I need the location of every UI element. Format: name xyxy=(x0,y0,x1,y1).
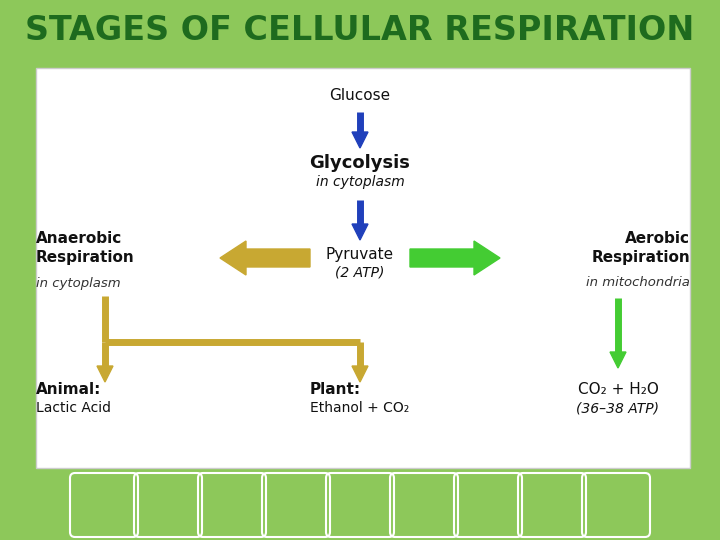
Text: in cytoplasm: in cytoplasm xyxy=(36,276,121,289)
Text: (2 ATP): (2 ATP) xyxy=(336,265,384,279)
Polygon shape xyxy=(97,366,113,382)
Text: in mitochondria: in mitochondria xyxy=(586,276,690,289)
Polygon shape xyxy=(352,224,368,240)
Polygon shape xyxy=(610,352,626,368)
Text: STAGES OF CELLULAR RESPIRATION: STAGES OF CELLULAR RESPIRATION xyxy=(25,14,695,46)
Text: Aerobic
Respiration: Aerobic Respiration xyxy=(591,231,690,265)
Text: Pyruvate: Pyruvate xyxy=(326,246,394,261)
Polygon shape xyxy=(352,366,368,382)
Polygon shape xyxy=(220,241,310,275)
Text: Plant:: Plant: xyxy=(310,382,361,397)
FancyBboxPatch shape xyxy=(36,68,690,468)
Text: Anaerobic
Respiration: Anaerobic Respiration xyxy=(36,231,135,265)
Text: Lactic Acid: Lactic Acid xyxy=(36,401,111,415)
Text: Glucose: Glucose xyxy=(330,89,390,104)
Text: in cytoplasm: in cytoplasm xyxy=(315,175,405,189)
Text: Animal:: Animal: xyxy=(36,382,102,397)
Text: (36–38 ATP): (36–38 ATP) xyxy=(577,401,660,415)
Text: Ethanol + CO₂: Ethanol + CO₂ xyxy=(310,401,409,415)
Polygon shape xyxy=(352,132,368,148)
Polygon shape xyxy=(410,241,500,275)
Text: Glycolysis: Glycolysis xyxy=(310,154,410,172)
Text: CO₂ + H₂O: CO₂ + H₂O xyxy=(577,382,658,397)
